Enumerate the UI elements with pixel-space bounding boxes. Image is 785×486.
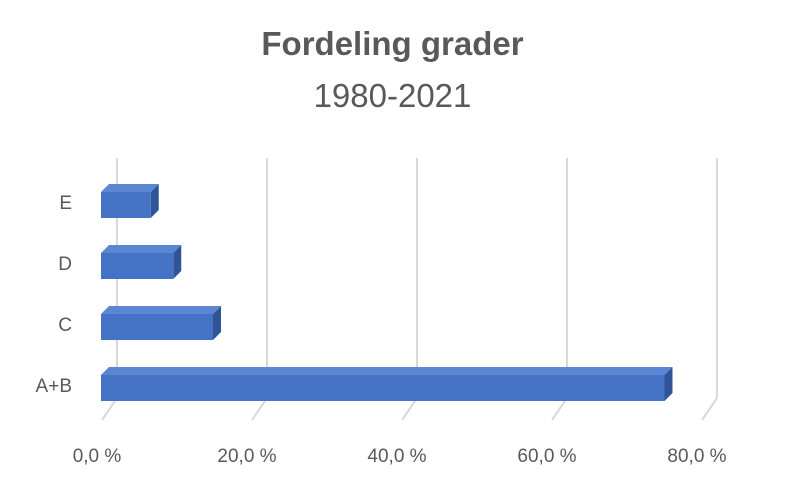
bar-side-1: [173, 245, 182, 279]
bar-2: [101, 314, 213, 340]
gridline-floor-0: [101, 397, 118, 421]
gridline-floor-3: [551, 397, 568, 421]
gridline-floor-4: [701, 397, 718, 421]
bar-top-0: [101, 184, 159, 192]
bar-1: [101, 253, 174, 279]
bar-3: [101, 375, 665, 401]
x-tick-label-3: 60,0 %: [517, 446, 576, 467]
bar-top-1: [101, 245, 182, 253]
bar-side-3: [664, 367, 673, 401]
gridline-floor-1: [251, 397, 268, 421]
category-label-3: A+B: [36, 376, 72, 397]
x-tick-label-0: 0,0 %: [73, 446, 122, 467]
bar-top-3: [101, 367, 673, 375]
gridline-floor-2: [401, 397, 418, 421]
bar-top-2: [101, 306, 221, 314]
category-label-2: C: [58, 315, 72, 336]
x-tick-label-4: 80,0 %: [667, 446, 726, 467]
chart-subtitle: 1980-2021: [313, 77, 472, 114]
bar-side-2: [213, 306, 221, 340]
x-tick-label-2: 40,0 %: [367, 446, 426, 467]
bar-side-0: [150, 184, 159, 218]
bar-0: [101, 192, 151, 218]
x-tick-label-1: 20,0 %: [217, 446, 276, 467]
category-label-0: E: [59, 193, 72, 214]
category-label-1: D: [58, 254, 72, 275]
chart-title: Fordeling grader: [261, 25, 524, 62]
